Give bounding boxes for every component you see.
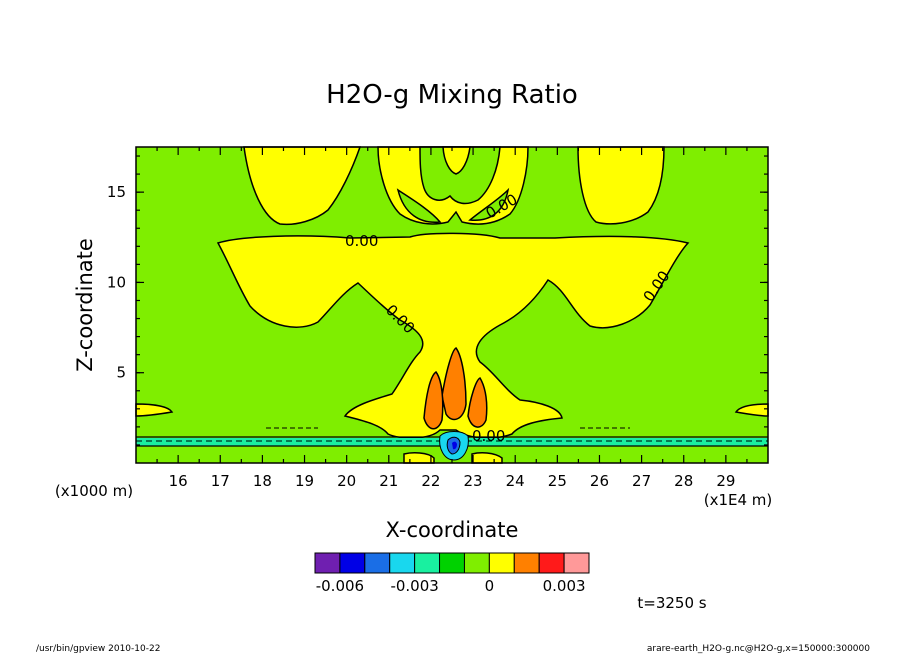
colorbar-tick-label: -0.003 — [390, 577, 438, 595]
x-tick-label: 20 — [337, 472, 356, 490]
y-tick-label: 10 — [107, 273, 126, 291]
x-tick-labels: 16 17 18 19 20 21 22 23 24 25 26 27 28 29 — [169, 472, 736, 490]
contour-fill-green-holes — [396, 146, 510, 223]
x-tick-label: 17 — [211, 472, 230, 490]
x-tick-label: 24 — [506, 472, 525, 490]
colorbar — [314, 552, 590, 574]
x-tick-label: 21 — [379, 472, 398, 490]
colorbar-swatch — [463, 552, 490, 574]
x-tick-label: 29 — [716, 472, 735, 490]
colorbar-swatch — [414, 552, 441, 574]
colorbar-swatch — [389, 552, 416, 574]
contour-fill-negative — [136, 427, 768, 461]
y-unit-label: (x1000 m) — [55, 482, 133, 500]
colorbar-tick-labels: -0.006 -0.003 0 0.003 — [316, 577, 586, 595]
footer-right: arare-earth_H2O-g.nc@H2O-g,x=150000:3000… — [647, 644, 870, 654]
colorbar-swatch — [339, 552, 366, 574]
x-tick-label: 23 — [464, 472, 483, 490]
colorbar-swatch — [563, 552, 590, 574]
colorbar-tick-label: -0.006 — [316, 577, 364, 595]
x-tick-label: 27 — [632, 472, 651, 490]
x-tick-label: 18 — [253, 472, 272, 490]
footer-left: /usr/bin/gpview 2010-10-22 — [36, 644, 160, 654]
x-tick-label: 25 — [548, 472, 567, 490]
x-tick-label: 19 — [295, 472, 314, 490]
y-tick-label: 5 — [116, 364, 126, 382]
x-tick-label: 22 — [421, 472, 440, 490]
axis-ticks — [136, 147, 768, 463]
y-axis-label: Z-coordinate — [73, 238, 97, 372]
plot-area: 0.00 0.00 0.00 0.00 0.00 — [135, 146, 769, 464]
time-label: t=3250 s — [637, 594, 706, 612]
colorbar-swatch — [439, 552, 465, 574]
colorbar-swatch — [538, 552, 565, 574]
x-tick-label: 26 — [590, 472, 609, 490]
colorbar-swatch — [488, 552, 515, 574]
y-tick-labels: 5 10 15 — [107, 183, 126, 382]
colorbar-swatch — [364, 552, 391, 574]
colorbar-tick-label: 0 — [485, 577, 495, 595]
colorbar-tick-label: 0.003 — [543, 577, 586, 595]
colorbar-swatch — [513, 552, 540, 574]
contour-label: 0.00 — [472, 427, 505, 445]
contour-label: 0.00 — [345, 232, 378, 250]
x-tick-label: 28 — [674, 472, 693, 490]
x-axis-label: X-coordinate — [386, 518, 519, 542]
y-tick-label: 15 — [107, 183, 126, 201]
chart-title: H2O-g Mixing Ratio — [326, 80, 578, 110]
x-tick-label: 16 — [169, 472, 188, 490]
colorbar-swatch — [314, 552, 341, 574]
contour-fill-orange — [423, 347, 488, 430]
x-unit-label: (x1E4 m) — [704, 491, 773, 509]
